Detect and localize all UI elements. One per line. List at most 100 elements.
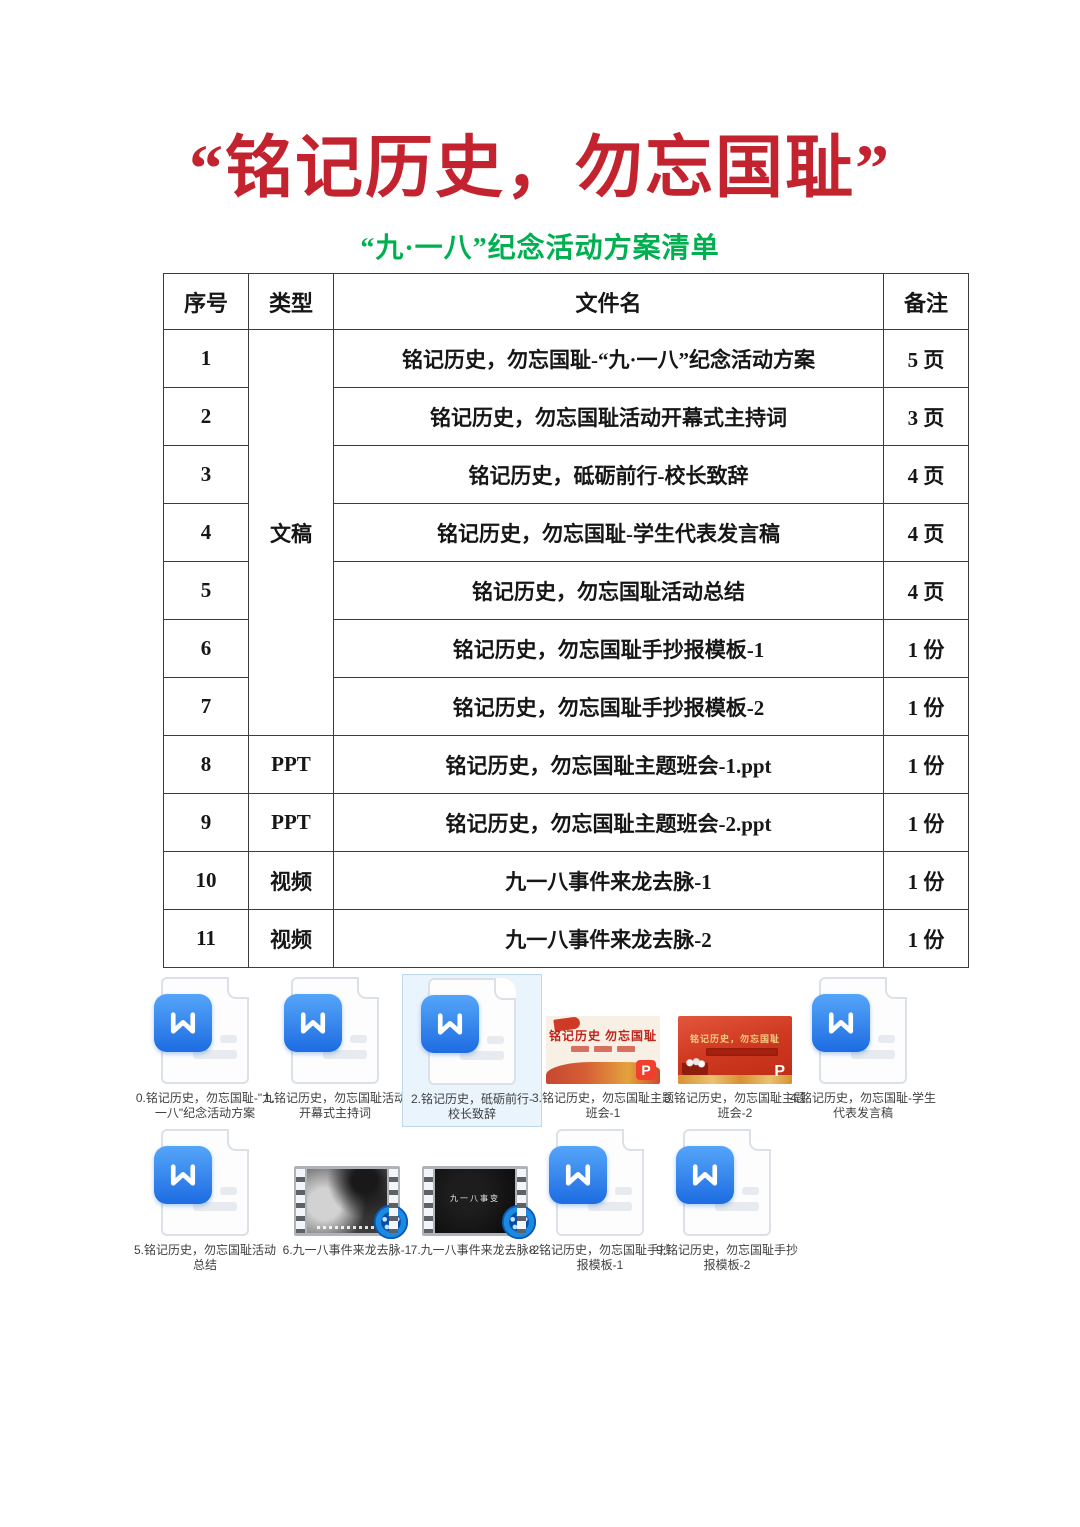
table-row: 1 文稿 铭记历史，勿忘国耻-“九·一八”纪念活动方案 5 页 [163, 329, 969, 736]
wps-writer-icon [676, 1129, 771, 1236]
wps-writer-icon [154, 1129, 249, 1236]
file-item-doc-5[interactable]: 5.铭记历史，勿忘国耻活动总结 [130, 1128, 280, 1273]
cell-no: 9 [163, 793, 249, 852]
page-subtitle: “九·一八”纪念活动方案清单 [360, 233, 720, 264]
cell-name: 铭记历史，勿忘国耻活动开幕式主持词 [333, 387, 884, 446]
cell-no: 4 [163, 503, 249, 562]
video-frame-caption: 九一八事变 [450, 1194, 500, 1203]
cell-note: 1 份 [883, 619, 969, 678]
cell-note: 1 份 [883, 909, 969, 968]
file-item-doc-9[interactable]: 9.铭记历史，勿忘国耻手抄报模板-2 [652, 1128, 802, 1273]
wps-w-logo-icon [154, 994, 212, 1052]
cell-type: 视频 [248, 909, 334, 968]
ppt-p-badge-icon: P [774, 1063, 785, 1080]
cell-no: 1 [163, 329, 249, 388]
table-row: 9 PPT 铭记历史，勿忘国耻主题班会-2.ppt 1 份 [163, 793, 969, 852]
cell-no: 7 [163, 677, 249, 736]
file-label: 0.铭记历史，勿忘国耻-"九一八"纪念活动方案 [135, 1091, 275, 1120]
cell-note: 3 页 [883, 387, 969, 446]
table-row: 4 铭记历史，勿忘国耻-学生代表发言稿 4 页 [163, 503, 969, 562]
col-header-no: 序号 [163, 273, 249, 330]
cell-note: 4 页 [883, 503, 969, 562]
cell-note: 1 份 [883, 677, 969, 736]
file-item-doc-1[interactable]: 1.铭记历史，勿忘国耻活动开幕式主持词 [260, 976, 410, 1121]
cell-no: 10 [163, 851, 249, 910]
subtitle-line [316, 1226, 378, 1229]
cell-name: 铭记历史，勿忘国耻手抄报模板-1 [333, 619, 884, 678]
cell-name: 九一八事件来龙去脉-2 [333, 909, 884, 968]
file-label: 1.铭记历史，勿忘国耻活动开幕式主持词 [263, 1091, 406, 1120]
cell-no: 3 [163, 445, 249, 504]
file-label: 3.铭记历史，勿忘国耻主题班会-2 [663, 1091, 806, 1120]
cell-note: 4 页 [883, 445, 969, 504]
ppt-slide-title: 铭记历史 勿忘国耻 [548, 1029, 657, 1043]
cell-name: 铭记历史，勿忘国耻手抄报模板-2 [333, 677, 884, 736]
video-frame-dark: 九一八事变 [435, 1169, 515, 1233]
ppt-p-badge-icon: P [636, 1060, 656, 1080]
cell-note: 5 页 [883, 329, 969, 388]
wps-w-logo-icon [812, 994, 870, 1052]
wps-writer-icon [549, 1129, 644, 1236]
cell-name: 九一八事件来龙去脉-1 [333, 851, 884, 910]
file-label: 4.铭记历史，勿忘国耻-学生代表发言稿 [789, 1091, 936, 1120]
wps-writer-icon [812, 977, 907, 1084]
file-label: 6.九一八事件来龙去脉-1 [282, 1243, 412, 1257]
cell-note: 4 页 [883, 561, 969, 620]
file-item-video-2[interactable]: 九一八事变 7.九一八事件来龙去脉-2 [400, 1128, 550, 1258]
cell-name: 铭记历史，勿忘国耻-“九·一八”纪念活动方案 [333, 329, 884, 388]
file-label: 3.铭记历史，勿忘国耻主题班会-1 [531, 1091, 674, 1120]
wps-w-logo-icon [284, 994, 342, 1052]
page-fold-corner [227, 977, 249, 999]
file-label: 9.铭记历史，勿忘国耻手抄报模板-2 [655, 1243, 798, 1272]
ppt-thumbnail: 铭记历史，勿忘国耻 P [678, 1016, 792, 1084]
cell-no: 5 [163, 561, 249, 620]
wps-writer-icon [284, 977, 379, 1084]
file-item-doc-8[interactable]: 8.铭记历史，勿忘国耻手抄报模板-1 [525, 1128, 675, 1273]
table-row: 2 铭记历史，勿忘国耻活动开幕式主持词 3 页 [163, 387, 969, 446]
table-header-row: 序号 类型 文件名 备注 [163, 273, 969, 330]
table-row: 3 铭记历史，砥砺前行-校长致辞 4 页 [163, 445, 969, 504]
file-item-doc-2-selected[interactable]: 2.铭记历史，砥砺前行-校长致辞 [402, 974, 542, 1127]
file-label: 8.铭记历史，勿忘国耻手抄报模板-1 [528, 1243, 671, 1272]
page-title: “铭记历史，勿忘国耻” [188, 130, 891, 206]
cell-no: 6 [163, 619, 249, 678]
ppt-thumbnail: 铭记历史 勿忘国耻 P [546, 1016, 660, 1084]
table-row: 8 PPT 铭记历史，勿忘国耻主题班会-1.ppt 1 份 [163, 735, 969, 794]
cell-type: PPT [248, 735, 334, 794]
file-list-table: 序号 类型 文件名 备注 1 文稿 铭记历史，勿忘国耻-“九·一八”纪念活动方案… [163, 273, 969, 968]
table-row: 10 视频 九一八事件来龙去脉-1 1 份 [163, 851, 969, 910]
ppt-slide-title: 铭记历史，勿忘国耻 [689, 1034, 780, 1044]
table-row: 11 视频 九一八事件来龙去脉-2 1 份 [163, 909, 969, 968]
file-item-video-1[interactable]: 6.九一八事件来龙去脉-1 [272, 1128, 422, 1258]
table-row: 6 铭记历史，勿忘国耻手抄报模板-1 1 份 [163, 619, 969, 678]
wps-writer-icon [421, 978, 516, 1085]
wps-writer-icon [154, 977, 249, 1084]
cell-note: 1 份 [883, 793, 969, 852]
file-label: 2.铭记历史，砥砺前行-校长致辞 [410, 1092, 533, 1121]
soldiers-graphic [682, 1054, 708, 1076]
table-row: 7 铭记历史，勿忘国耻手抄报模板-2 1 份 [163, 677, 969, 736]
col-header-note: 备注 [883, 273, 969, 330]
file-label: 7.九一八事件来龙去脉-2 [410, 1243, 540, 1257]
cell-no: 11 [163, 909, 249, 968]
cell-type: PPT [248, 793, 334, 852]
wps-w-logo-icon [676, 1146, 734, 1204]
slide-subtitle-strip [706, 1048, 778, 1056]
col-header-type: 类型 [248, 273, 334, 330]
cell-name: 铭记历史，勿忘国耻主题班会-2.ppt [333, 793, 884, 852]
cell-type-merged: 文稿 [248, 329, 334, 736]
wps-w-logo-icon [421, 995, 479, 1053]
cell-no: 8 [163, 735, 249, 794]
cell-note: 1 份 [883, 851, 969, 910]
flowers-band [678, 1075, 792, 1084]
file-item-doc-4[interactable]: 4.铭记历史，勿忘国耻-学生代表发言稿 [783, 976, 943, 1121]
cell-note: 1 份 [883, 735, 969, 794]
video-frame-smoke [307, 1169, 387, 1233]
file-item-doc-0[interactable]: 0.铭记历史，勿忘国耻-"九一八"纪念活动方案 [130, 976, 280, 1121]
file-item-ppt-1[interactable]: 铭记历史 勿忘国耻 P 3.铭记历史，勿忘国耻主题班会-1 [528, 976, 678, 1121]
table-row: 5 铭记历史，勿忘国耻活动总结 4 页 [163, 561, 969, 620]
file-item-ppt-2[interactable]: 铭记历史，勿忘国耻 P 3.铭记历史，勿忘国耻主题班会-2 [660, 976, 810, 1121]
wps-w-logo-icon [549, 1146, 607, 1204]
cell-name: 铭记历史，勿忘国耻-学生代表发言稿 [333, 503, 884, 562]
